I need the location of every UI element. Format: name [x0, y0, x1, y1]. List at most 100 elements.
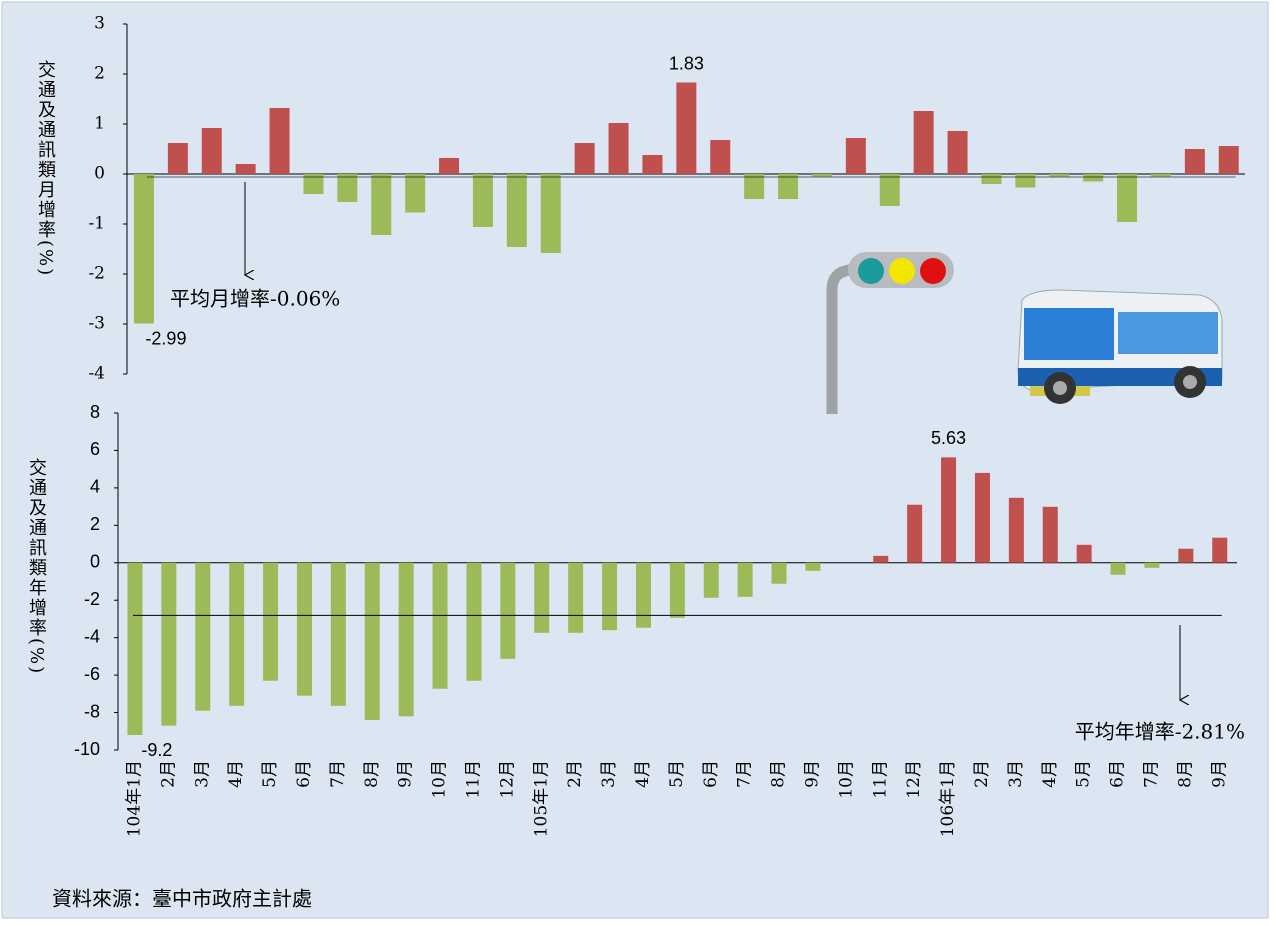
y-tick-label: 1	[94, 114, 105, 134]
bar	[269, 108, 290, 174]
y-tick-label: 6	[90, 439, 100, 459]
y-tick-label: -3	[88, 314, 105, 334]
bar	[574, 143, 595, 174]
bar	[1083, 174, 1104, 182]
bar	[845, 138, 866, 174]
x-tick-label: 3月	[1006, 760, 1026, 788]
bar	[913, 111, 934, 174]
x-tick-label: 2月	[565, 760, 585, 788]
bar	[778, 174, 799, 199]
y-axis-title: 交通及通訊類年增率(%)	[26, 458, 47, 675]
bar	[1110, 562, 1126, 575]
bar	[703, 562, 719, 598]
bar	[229, 562, 245, 706]
bar	[500, 562, 516, 659]
x-tick-label: 3月	[192, 760, 212, 788]
bar	[263, 562, 279, 681]
bar	[472, 174, 493, 227]
x-tick-label: 5月	[260, 760, 280, 788]
x-tick-label: 4月	[633, 760, 653, 788]
y-tick-label: -6	[84, 664, 100, 684]
bar	[506, 174, 527, 247]
x-tick-label: 11月	[463, 760, 483, 799]
bar	[1178, 548, 1194, 563]
bar	[1042, 506, 1058, 563]
bar	[1049, 174, 1070, 177]
x-tick-label: 4月	[226, 760, 246, 788]
bar	[398, 562, 414, 717]
bar	[364, 562, 380, 721]
bar	[737, 562, 753, 597]
bar	[1184, 149, 1205, 174]
bar	[1008, 497, 1024, 563]
value-label: -2.99	[145, 328, 186, 348]
y-tick-label: 4	[90, 477, 100, 497]
x-tick-label: 7月	[735, 760, 755, 788]
bar	[1218, 146, 1239, 174]
average-label: 平均月增率-0.06%	[170, 287, 340, 311]
bar	[167, 143, 188, 174]
bar	[195, 562, 211, 711]
x-tick-label: 10月	[430, 760, 450, 799]
bar	[201, 128, 222, 174]
bar	[466, 562, 482, 681]
bar	[669, 562, 685, 618]
bar	[337, 174, 358, 202]
x-tick-label: 6月	[701, 760, 721, 788]
y-tick-label: 0	[90, 552, 100, 572]
value-label: -9.2	[141, 740, 172, 760]
x-tick-label: 6月	[294, 760, 314, 788]
x-tick-label: 10月	[836, 760, 856, 799]
y-tick-label: -8	[84, 701, 100, 721]
bar	[907, 504, 923, 563]
bar	[133, 174, 154, 324]
x-tick-label: 2月	[158, 760, 178, 788]
x-tick-label: 8月	[362, 760, 382, 788]
value-label: 5.63	[931, 428, 966, 448]
x-tick-label: 5月	[1074, 760, 1094, 788]
x-tick-label: 12月	[904, 760, 924, 799]
y-tick-label: 3	[94, 14, 105, 34]
x-tick-label: 9月	[802, 760, 822, 788]
bar	[1117, 174, 1138, 222]
average-label: 平均年增率-2.81%	[1075, 720, 1245, 744]
bar	[568, 562, 584, 633]
y-tick-label: 0	[94, 164, 105, 184]
x-tick-label: 9月	[396, 760, 416, 788]
bar	[771, 562, 787, 584]
x-tick-label: 106年1月	[938, 760, 958, 837]
bar	[811, 174, 832, 177]
y-tick-label: -10	[74, 739, 100, 759]
x-tick-label: 104年1月	[124, 760, 144, 837]
bar	[947, 131, 968, 174]
bar	[642, 155, 663, 174]
bar	[879, 174, 900, 206]
source-note: 資料來源：臺中市政府主計處	[52, 887, 312, 911]
bar	[235, 164, 256, 174]
bar	[676, 82, 697, 174]
bar	[805, 562, 821, 571]
value-label: 1.83	[669, 53, 704, 73]
y-tick-label: 2	[94, 64, 105, 84]
bar	[534, 562, 550, 633]
bar	[941, 457, 957, 563]
traffic-light-icon	[826, 252, 954, 414]
bar	[432, 562, 448, 689]
bar	[873, 555, 889, 563]
x-tick-label: 11月	[870, 760, 890, 799]
x-tick-label: 7月	[1141, 760, 1161, 788]
bar	[161, 562, 177, 726]
bar	[602, 562, 618, 631]
x-tick-label: 4月	[1040, 760, 1060, 788]
bar	[540, 174, 561, 253]
x-tick-label: 7月	[328, 760, 348, 788]
x-tick-label: 8月	[769, 760, 789, 788]
bar	[608, 123, 629, 174]
x-tick-label: 8月	[1175, 760, 1195, 788]
bar	[1015, 174, 1036, 188]
y-axis-title: 交通及通訊類月增率(%)	[35, 60, 56, 277]
x-tick-label: 2月	[972, 760, 992, 788]
x-tick-label: 9月	[1209, 760, 1229, 788]
bar	[1076, 544, 1092, 563]
x-tick-label: 6月	[1108, 760, 1128, 788]
